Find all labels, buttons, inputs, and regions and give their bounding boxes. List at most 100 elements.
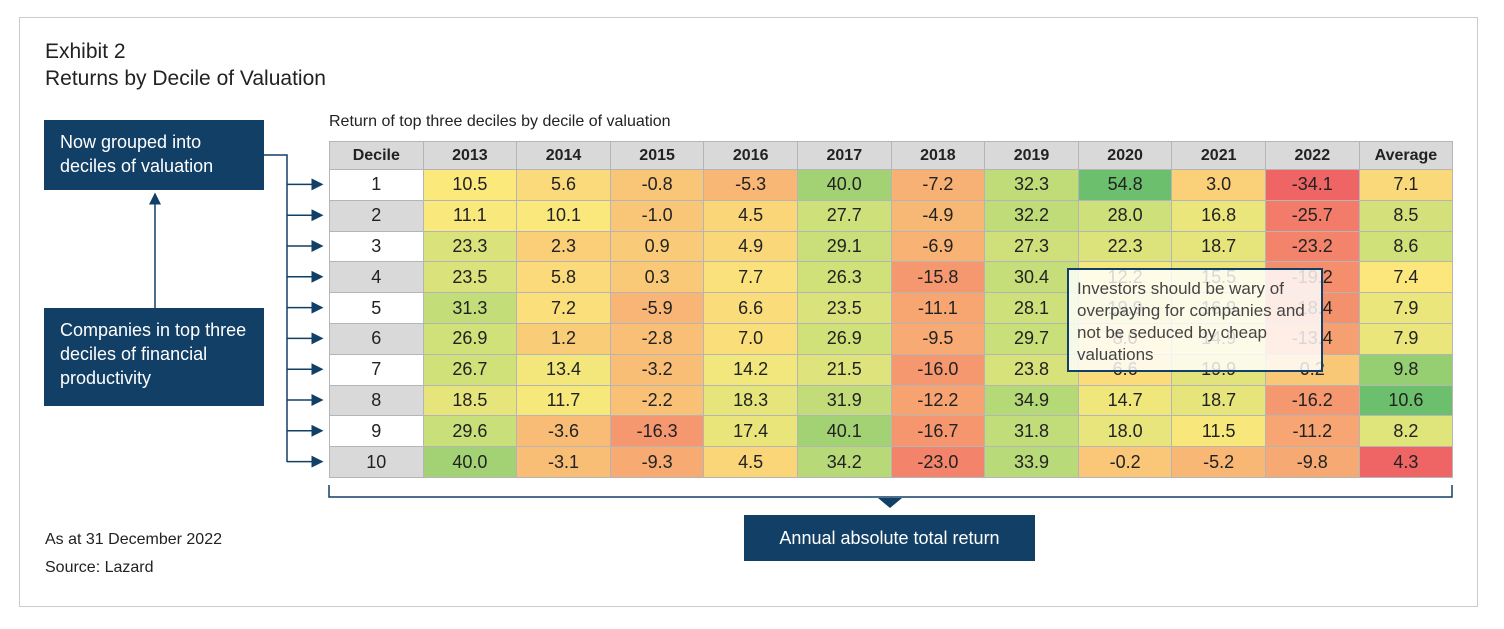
header-cell: 2020	[1077, 141, 1173, 170]
cell: 18.5	[422, 384, 518, 417]
cell: -16.3	[609, 415, 705, 448]
title: Returns by Decile of Valuation	[45, 67, 326, 90]
header-cell: 2018	[890, 141, 986, 170]
cell: 4	[329, 261, 424, 294]
cell: -6.9	[890, 230, 986, 263]
cell: 7.7	[703, 261, 798, 294]
header-cell: Average	[1358, 141, 1454, 170]
cell: 8.5	[1358, 199, 1454, 232]
cell: 11.1	[422, 199, 518, 232]
cell: 14.7	[1077, 384, 1173, 417]
caption: Return of top three deciles by decile of…	[329, 113, 671, 130]
cell: 14.2	[703, 353, 798, 386]
cell: 5.8	[516, 261, 611, 294]
cell: -0.8	[609, 169, 705, 201]
cell: -1.0	[609, 199, 705, 232]
header-cell: 2022	[1265, 141, 1360, 170]
cell: 32.2	[984, 199, 1079, 232]
cell: 1.2	[516, 323, 611, 355]
cell: 11.7	[516, 384, 611, 417]
cell: 26.9	[797, 323, 892, 355]
cell: 29.6	[422, 415, 518, 448]
cell: -4.9	[890, 199, 986, 232]
cell: -3.6	[516, 415, 611, 448]
axis-box: Annual absolute total return	[744, 515, 1035, 561]
cell: 7	[329, 353, 424, 386]
cell: 33.9	[984, 446, 1079, 478]
cell: 40.0	[797, 169, 892, 201]
cell: 2	[329, 199, 424, 232]
cell: 10	[329, 446, 424, 478]
cell: -34.1	[1265, 169, 1360, 201]
cell: -16.0	[890, 353, 986, 386]
cell: 11.5	[1171, 415, 1266, 448]
cell: 9	[329, 415, 424, 448]
cell: 5	[329, 292, 424, 324]
cell: 26.9	[422, 323, 518, 355]
cell: 23.3	[422, 230, 518, 263]
top-box: Now grouped into deciles of valuation	[44, 120, 264, 190]
cell: 13.4	[516, 353, 611, 386]
cell: 34.2	[797, 446, 892, 478]
cell: 31.3	[422, 292, 518, 324]
cell: 7.0	[703, 323, 798, 355]
header-cell: 2016	[703, 141, 798, 170]
cell: -7.2	[890, 169, 986, 201]
header-cell: 2019	[984, 141, 1079, 170]
cell: -5.9	[609, 292, 705, 324]
cell: -23.0	[890, 446, 986, 478]
cell: 22.3	[1077, 230, 1173, 263]
cell: 54.8	[1077, 169, 1173, 201]
cell: 4.3	[1358, 446, 1454, 478]
cell: 17.4	[703, 415, 798, 448]
cell: 8.2	[1358, 415, 1454, 448]
cell: 28.1	[984, 292, 1079, 324]
bottom-left-box: Companies in top three deciles of financ…	[44, 308, 264, 406]
cell: 7.9	[1358, 292, 1454, 324]
cell: -16.2	[1265, 384, 1360, 417]
cell: 30.4	[984, 261, 1079, 294]
header-cell: 2013	[422, 141, 518, 170]
cell: 4.9	[703, 230, 798, 263]
cell: 18.3	[703, 384, 798, 417]
cell: 23.5	[422, 261, 518, 294]
cell: 29.7	[984, 323, 1079, 355]
cell: 7.9	[1358, 323, 1454, 355]
cell: -2.2	[609, 384, 705, 417]
cell: 31.9	[797, 384, 892, 417]
cell: 8	[329, 384, 424, 417]
cell: 10.6	[1358, 384, 1454, 417]
cell: 28.0	[1077, 199, 1173, 232]
header-cell: Decile	[329, 141, 424, 170]
cell: -25.7	[1265, 199, 1360, 232]
cell: 6.6	[703, 292, 798, 324]
cell: -9.8	[1265, 446, 1360, 478]
cell: 9.8	[1358, 353, 1454, 386]
cell: 18.0	[1077, 415, 1173, 448]
footer-date: As at 31 December 2022	[45, 531, 222, 548]
header-cell: 2014	[516, 141, 611, 170]
footer-source: Source: Lazard	[45, 559, 154, 576]
header-cell: 2021	[1171, 141, 1266, 170]
cell: 21.5	[797, 353, 892, 386]
cell: 34.9	[984, 384, 1079, 417]
cell: 1	[329, 169, 424, 201]
cell: -23.2	[1265, 230, 1360, 263]
header-cell: 2015	[609, 141, 705, 170]
cell: 31.8	[984, 415, 1079, 448]
cell: 7.1	[1358, 169, 1454, 201]
cell: 16.8	[1171, 199, 1266, 232]
cell: 18.7	[1171, 230, 1266, 263]
cell: 2.3	[516, 230, 611, 263]
cell: -2.8	[609, 323, 705, 355]
cell: 40.1	[797, 415, 892, 448]
callout: Investors should be wary of overpaying f…	[1067, 268, 1323, 372]
cell: 4.5	[703, 446, 798, 478]
cell: 3	[329, 230, 424, 263]
cell: 6	[329, 323, 424, 355]
cell: 23.5	[797, 292, 892, 324]
cell: 8.6	[1358, 230, 1454, 263]
cell: -11.1	[890, 292, 986, 324]
cell: 3.0	[1171, 169, 1266, 201]
